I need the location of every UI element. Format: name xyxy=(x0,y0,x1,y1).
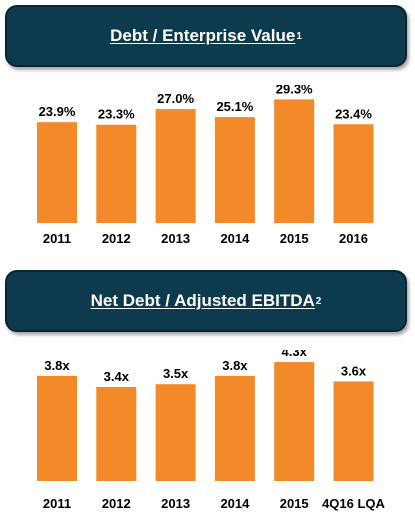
net-debt-ebitda-value-label: 3.6x xyxy=(341,363,367,378)
net-debt-ebitda-bar-2014 xyxy=(214,375,255,481)
debt-ev-value-label: 23.4% xyxy=(335,106,372,121)
debt-ev-bar-2016 xyxy=(333,124,374,223)
net-debt-ebitda-value-label: 3.8x xyxy=(222,358,248,373)
debt-ev-category-label: 2016 xyxy=(339,231,368,246)
net-debt-ebitda-bar-2011 xyxy=(37,375,77,481)
debt-ev-category-label: 2014 xyxy=(220,231,250,246)
net-debt-ebitda-value-label: 3.8x xyxy=(44,358,70,373)
net-debt-ebitda-bar-2015 xyxy=(274,362,315,481)
debt-ev-value-label: 29.3% xyxy=(276,85,313,96)
net-debt-ebitda-value-label: 3.4x xyxy=(104,369,130,384)
net-debt-ebitda-category-label: 2013 xyxy=(161,496,190,511)
debt-ev-bar-2013 xyxy=(155,109,196,223)
net-debt-ebitda-category-label: 2015 xyxy=(280,496,309,511)
debt-ev-category-label: 2011 xyxy=(43,231,71,246)
debt-ev-category-label: 2015 xyxy=(280,231,309,246)
debt-ev-footnote-marker: 1 xyxy=(296,30,302,42)
debt-ev-bar-2011 xyxy=(37,122,77,223)
net-debt-ebitda-title-banner: Net Debt / Adjusted EBITDA 2 xyxy=(5,270,407,332)
debt-ev-value-label: 23.9% xyxy=(39,104,76,119)
net-debt-ebitda-bar-2013 xyxy=(155,384,196,481)
net-debt-ebitda-bar-2012 xyxy=(96,386,137,481)
debt-ev-value-label: 23.3% xyxy=(98,107,135,122)
debt-ev-title-banner: Debt / Enterprise Value 1 xyxy=(5,5,407,67)
debt-ev-bar-2012 xyxy=(96,124,137,223)
debt-ev-value-label: 27.0% xyxy=(157,91,194,106)
net-debt-ebitda-title: Net Debt / Adjusted EBITDA xyxy=(90,291,315,310)
net-debt-ebitda-category-label: 2011 xyxy=(43,496,71,511)
debt-ev-value-label: 25.1% xyxy=(216,99,253,114)
net-debt-ebitda-bar-4q16-lqa xyxy=(333,381,374,481)
net-debt-ebitda-value-label: 4.3x xyxy=(282,350,308,359)
net-debt-ebitda-bar-chart: 3.8x 2011 3.4x 2012 3.5x 2013 3.8x 2014 4.3x 2015… xyxy=(37,350,386,511)
debt-ev-bar-2014 xyxy=(214,117,255,223)
net-debt-ebitda-value-label: 3.5x xyxy=(163,366,189,381)
net-debt-ebitda-category-label: 4Q16 LQA xyxy=(322,496,385,511)
net-debt-ebitda-footnote-marker: 2 xyxy=(315,295,322,307)
debt-ev-category-label: 2013 xyxy=(161,231,190,246)
debt-ev-category-label: 2012 xyxy=(102,231,131,246)
debt-ev-bar-2015 xyxy=(274,99,315,223)
debt-ev-bar-chart: 23.9% 2011 23.3% 2012 27.0% 2013 25.1% 2014 29.3… xyxy=(37,85,374,246)
net-debt-ebitda-category-label: 2012 xyxy=(102,496,131,511)
net-debt-ebitda-category-label: 2014 xyxy=(220,496,250,511)
debt-ev-title: Debt / Enterprise Value xyxy=(110,26,296,45)
